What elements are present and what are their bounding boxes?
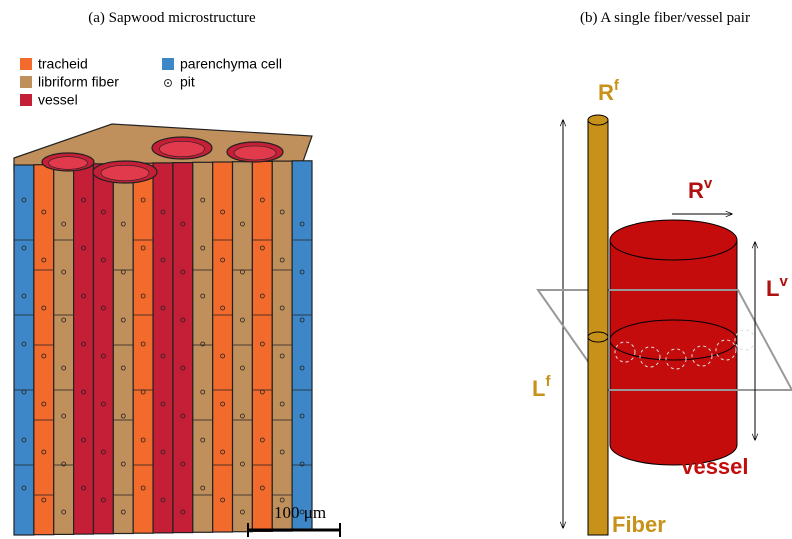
vessel-lumen <box>101 165 149 180</box>
fiber-length: Lf <box>532 373 551 401</box>
cell-column <box>292 161 312 531</box>
cell-column <box>54 164 74 534</box>
cell-column <box>213 162 233 532</box>
cell-column <box>14 165 34 535</box>
vessel-top <box>610 220 737 260</box>
caption: (a) Sapwood microstructure <box>88 10 256 26</box>
vessel-length: Lv <box>766 273 788 301</box>
cell-column <box>113 164 133 534</box>
cell-column <box>74 164 94 534</box>
cell-column <box>193 162 213 532</box>
swatch <box>20 94 32 106</box>
vessel-lumen <box>234 146 276 160</box>
legend-label: vessel <box>38 92 78 108</box>
figure: (a) Sapwood microstructure tracheid libr… <box>0 0 792 539</box>
cell-column <box>233 162 253 532</box>
vessel-lumen <box>160 141 205 156</box>
vessel-label: Vessel <box>680 454 749 479</box>
vessel-lumen <box>49 157 88 170</box>
cell-column <box>272 161 292 531</box>
cell-column <box>93 164 113 534</box>
fiber-section <box>588 332 608 342</box>
wood-block <box>14 124 312 535</box>
legend: tracheid libriform fiber vessel parenchy… <box>20 56 282 108</box>
legend-label: parenchyma cell <box>180 56 282 72</box>
pit-icon <box>167 82 169 84</box>
fiber-body <box>588 120 608 535</box>
scale-label: 100 μm <box>274 503 326 522</box>
cell-column <box>252 161 272 531</box>
fiber-label: Fiber <box>612 512 666 537</box>
legend-label: tracheid <box>38 56 88 72</box>
cell-column <box>34 165 54 535</box>
cell-column <box>133 163 153 533</box>
swatch <box>162 58 174 70</box>
swatch <box>20 76 32 88</box>
cell-column <box>153 163 173 533</box>
legend-label: libriform fiber <box>38 74 119 90</box>
vessel-radius: Rv <box>688 175 713 203</box>
swatch <box>20 58 32 70</box>
caption: (b) A single fiber/vessel pair <box>580 10 750 26</box>
fiber-top <box>588 115 608 125</box>
cell-column <box>173 163 193 533</box>
fiber-radius: Rf <box>598 77 620 105</box>
legend-label: pit <box>180 74 195 90</box>
